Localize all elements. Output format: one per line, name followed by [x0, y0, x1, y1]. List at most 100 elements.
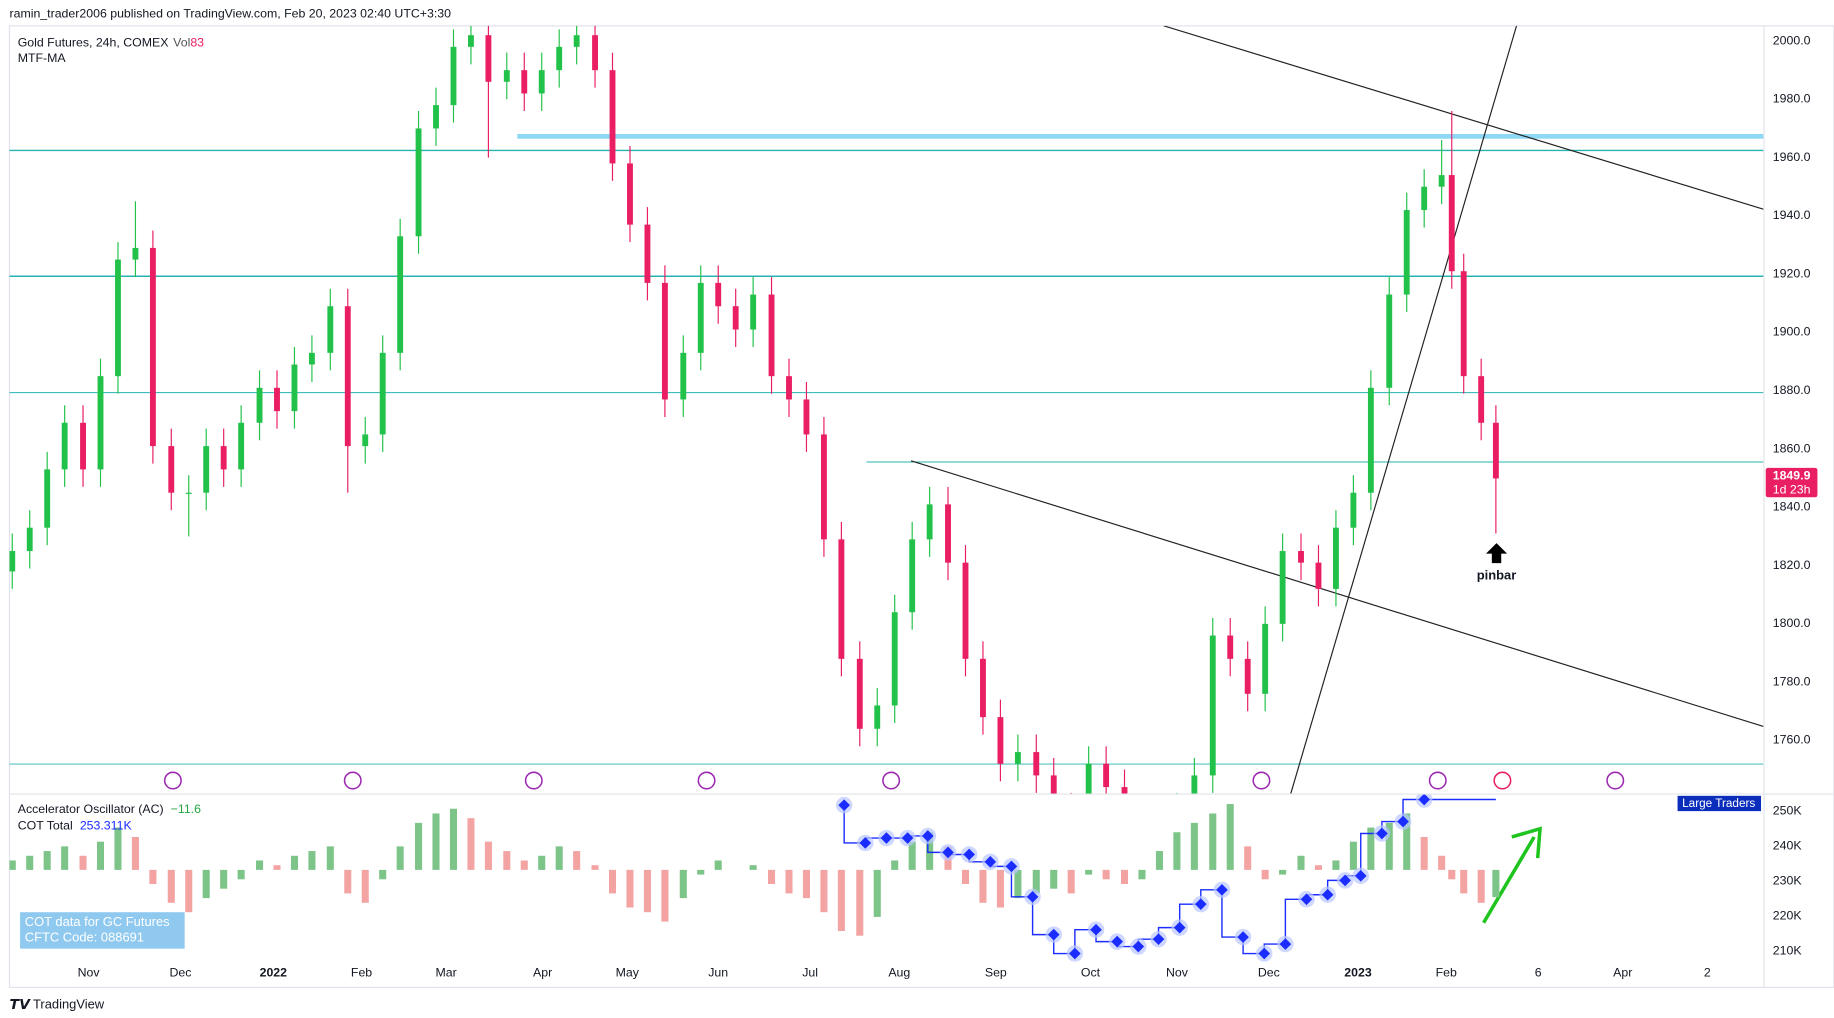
legend-value: 253.311K: [80, 819, 133, 833]
note-box: [20, 912, 185, 949]
cot-point: [942, 846, 954, 859]
legend-value: −11.6: [171, 802, 201, 816]
x-tick-label: Aug: [888, 966, 910, 980]
cot-point: [1279, 938, 1292, 950]
event-icon: [1606, 771, 1625, 790]
cot-point: [1354, 870, 1367, 882]
event-icons: [163, 771, 1625, 790]
tag: Large Traders: [1682, 797, 1755, 810]
cot-point: [859, 837, 872, 849]
candle-body: [132, 247, 139, 260]
ac-bar: [820, 869, 828, 913]
note-line: CFTC Code: 088691: [25, 929, 144, 944]
ac-bar: [503, 851, 511, 870]
candle-body: [468, 35, 474, 47]
candle-body: [1033, 752, 1040, 776]
candle-body: [1050, 775, 1057, 794]
event-icon: [1428, 771, 1447, 790]
ac-bar: [43, 851, 51, 870]
candle-body: [1103, 763, 1110, 788]
y-tick-label: 1840.0: [1773, 500, 1811, 514]
ac-bar: [1244, 846, 1252, 870]
y-tick-label: 1900.0: [1773, 325, 1811, 339]
ac-bar: [220, 869, 228, 889]
candle-body: [856, 658, 863, 729]
pinbar-arrow: [1485, 543, 1508, 564]
ac-bar: [591, 865, 599, 870]
candle-body: [644, 224, 651, 283]
symbol-title: Gold Futures, 24h, COMEX: [18, 36, 169, 50]
ac-bar: [1067, 869, 1075, 894]
volume-value: 83: [190, 36, 204, 50]
trend-line: [1163, 25, 1764, 210]
candle-body: [1298, 551, 1304, 563]
candle-body: [397, 236, 404, 353]
ac-bar: [1349, 841, 1357, 870]
candle-body: [556, 46, 563, 71]
candle-body: [803, 399, 810, 435]
y-tick-label: 2000.0: [1773, 33, 1811, 47]
legend-ac: Accelerator Oscillator (AC) −11.6: [18, 802, 201, 816]
event-icon: [697, 771, 716, 790]
candle-body: [1492, 422, 1499, 479]
x-tick-label: Nov: [78, 966, 101, 980]
x-tick-label: Apr: [533, 966, 552, 980]
ac-bar: [256, 860, 264, 870]
event-icon: [163, 771, 182, 790]
candle-body: [768, 294, 775, 377]
ac-bar: [856, 869, 864, 936]
ac-bar: [1438, 855, 1446, 870]
candle-body: [874, 705, 881, 729]
ac-bar: [1190, 822, 1198, 870]
ac-bar: [326, 846, 334, 870]
legend-cot: COT Total 253.311K: [18, 819, 133, 833]
candle-body: [926, 504, 933, 540]
candle-body: [1315, 562, 1322, 589]
ac-bar: [661, 869, 669, 922]
ac-bar: [1173, 832, 1181, 870]
trend-line: [1290, 25, 1518, 794]
ac-bar: [714, 860, 722, 870]
ac-bar: [202, 869, 210, 899]
candle-body: [115, 259, 121, 377]
ac-bar: [1279, 869, 1287, 875]
y-tick-label: 1760.0: [1773, 733, 1811, 747]
candle-body: [256, 387, 263, 423]
ac-bar: [484, 841, 492, 870]
ac-bar: [1420, 836, 1428, 870]
candle-body: [1139, 822, 1145, 834]
publisher: ramin_trader2006 published on TradingVie…: [9, 6, 451, 20]
ac-bar: [1120, 869, 1129, 884]
candle-body: [1460, 271, 1467, 377]
ac-bar: [837, 869, 845, 932]
frame: [8, 25, 1834, 989]
x-tick-label: 2023: [1344, 966, 1372, 980]
candle-body: [786, 376, 792, 400]
ac-bar: [1297, 855, 1305, 870]
ac-bar: [449, 808, 458, 870]
cot-point: [1005, 860, 1018, 873]
cot-point: [1132, 940, 1145, 953]
ac-bar: [237, 869, 245, 880]
candle-body: [997, 717, 1004, 764]
ac-bar: [573, 851, 581, 870]
ac-bar: [1477, 869, 1485, 903]
ac-bar: [361, 869, 369, 903]
cot-point: [963, 848, 975, 861]
candle-body: [715, 282, 722, 307]
y-tick-label: 1820.0: [1773, 558, 1811, 572]
candle-body: [327, 306, 334, 353]
candle-body: [433, 105, 439, 129]
candle-body: [274, 387, 280, 412]
x-tick-label: Dec: [1258, 966, 1280, 980]
ac-bar: [979, 869, 987, 903]
x-tick-label: May: [616, 966, 640, 980]
event-icon: [882, 771, 901, 790]
candle-body: [1438, 175, 1445, 187]
y-tick-label: 250K: [1773, 803, 1803, 817]
ac-bar: [79, 855, 87, 870]
ac-bar: [9, 860, 16, 870]
price-tag-countdown: 1d 23h: [1773, 482, 1811, 496]
ac-bar: [1403, 813, 1411, 870]
x-tick-label: 6: [1535, 966, 1542, 980]
